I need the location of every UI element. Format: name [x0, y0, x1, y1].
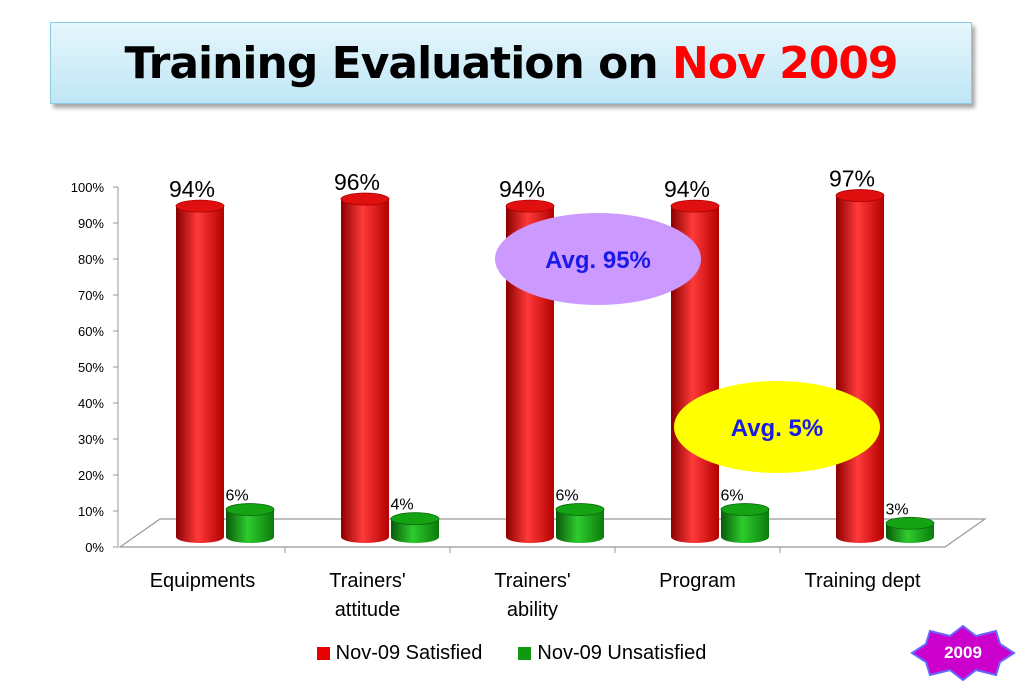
data-label-satisfied: 94%: [169, 176, 215, 202]
y-tick-label: 80%: [78, 252, 104, 267]
legend-label-unsatisfied: Nov-09 Unsatisfied: [537, 642, 707, 664]
annotation-bubble: [495, 213, 701, 305]
title-box: Training Evaluation on Nov 2009: [50, 22, 972, 104]
data-label-unsatisfied: 4%: [390, 497, 413, 514]
annotation-bubble: [674, 381, 880, 473]
year-badge: 2009: [908, 624, 1018, 682]
data-label-satisfied: 94%: [664, 176, 710, 202]
annotation-text: Avg. 95%: [545, 247, 651, 274]
x-category-label: Equipments: [150, 570, 256, 592]
y-tick-label: 60%: [78, 324, 104, 339]
data-label-unsatisfied: 6%: [555, 488, 578, 505]
data-label-unsatisfied: 6%: [720, 488, 743, 505]
bar-unsatisfied-top: [390, 512, 440, 526]
y-tick-label: 0%: [85, 540, 104, 555]
title-main: Training Evaluation on: [124, 37, 673, 89]
bar-unsatisfied-top: [555, 503, 605, 516]
bar-unsatisfied-top: [225, 503, 275, 516]
y-tick-label: 10%: [78, 504, 104, 519]
legend-swatch-unsatisfied: [518, 647, 532, 660]
badge-text: 2009: [944, 643, 982, 662]
x-category-label: Program: [659, 570, 736, 592]
bar-unsatisfied: [556, 509, 604, 543]
bar-satisfied: [176, 206, 224, 543]
y-tick-label: 50%: [78, 360, 104, 375]
page-title: Training Evaluation on Nov 2009: [124, 37, 899, 89]
y-tick-label: 40%: [78, 396, 104, 411]
data-label-satisfied: 97%: [829, 166, 875, 192]
y-tick-label: 20%: [78, 468, 104, 483]
badge-star-icon: [910, 624, 1016, 682]
bar-satisfied-top: [175, 199, 225, 213]
legend-swatch-satisfied: [316, 647, 330, 660]
chart-legend: Nov-09 Satisfied Nov-09 Unsatisfied: [0, 642, 1023, 665]
bar-satisfied-top: [505, 199, 555, 213]
data-label-unsatisfied: 3%: [885, 501, 908, 518]
legend-item-unsatisfied: Nov-09 Unsatisfied: [518, 642, 706, 665]
bar-satisfied: [341, 199, 389, 543]
bar-unsatisfied: [721, 509, 769, 543]
data-label-unsatisfied: 6%: [225, 488, 248, 505]
y-tick-label: 30%: [78, 432, 104, 447]
bar-satisfied-top: [670, 199, 720, 213]
bar-unsatisfied: [391, 518, 439, 543]
bar-satisfied: [836, 195, 884, 543]
annotation-text: Avg. 5%: [731, 415, 823, 442]
bar-unsatisfied-top: [885, 516, 935, 530]
x-category-label: Training dept: [805, 570, 921, 592]
bar-unsatisfied: [226, 509, 274, 543]
y-tick-label: 90%: [78, 216, 104, 231]
y-tick-label: 70%: [78, 288, 104, 303]
bar-satisfied-top: [340, 192, 390, 206]
bar-unsatisfied-top: [720, 503, 770, 516]
bar-chart: 0% 10% 20% 30% 40% 50% 60% 70% 80% 90% 100% Equipme…: [71, 166, 987, 621]
data-label-satisfied: 96%: [334, 169, 380, 195]
legend-item-satisfied: Nov-09 Satisfied: [316, 642, 483, 665]
data-label-satisfied: 94%: [499, 176, 545, 202]
x-category-label: Trainers' ability: [494, 570, 570, 621]
legend-label-satisfied: Nov-09 Satisfied: [335, 642, 483, 664]
bar-satisfied-top: [835, 189, 885, 202]
x-category-label: Trainers' attitude: [329, 570, 405, 621]
y-tick-label: 100%: [71, 180, 105, 195]
title-highlight: Nov 2009: [672, 37, 899, 89]
